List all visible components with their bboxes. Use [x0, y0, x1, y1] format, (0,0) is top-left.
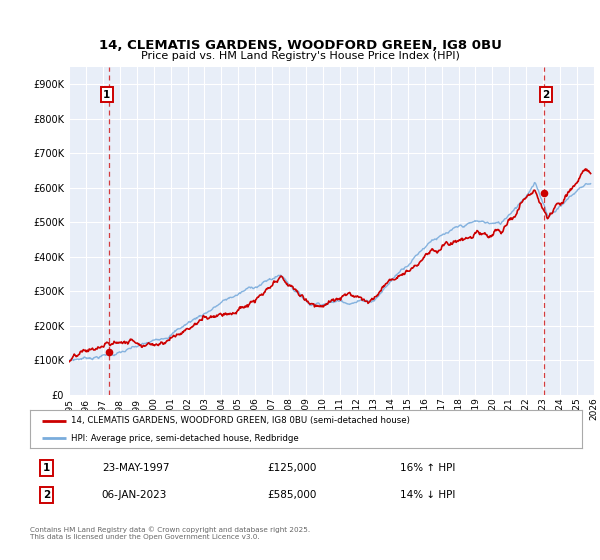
Text: Contains HM Land Registry data © Crown copyright and database right 2025.
This d: Contains HM Land Registry data © Crown c…	[30, 526, 310, 540]
Text: 23-MAY-1997: 23-MAY-1997	[102, 463, 169, 473]
Text: £125,000: £125,000	[268, 463, 317, 473]
Text: 06-JAN-2023: 06-JAN-2023	[102, 490, 167, 500]
Text: HPI: Average price, semi-detached house, Redbridge: HPI: Average price, semi-detached house,…	[71, 433, 299, 442]
Text: 1: 1	[43, 463, 50, 473]
Text: £585,000: £585,000	[268, 490, 317, 500]
Text: Price paid vs. HM Land Registry's House Price Index (HPI): Price paid vs. HM Land Registry's House …	[140, 51, 460, 61]
Text: 14, CLEMATIS GARDENS, WOODFORD GREEN, IG8 0BU (semi-detached house): 14, CLEMATIS GARDENS, WOODFORD GREEN, IG…	[71, 416, 410, 425]
Text: 16% ↑ HPI: 16% ↑ HPI	[400, 463, 455, 473]
Text: 14, CLEMATIS GARDENS, WOODFORD GREEN, IG8 0BU: 14, CLEMATIS GARDENS, WOODFORD GREEN, IG…	[98, 39, 502, 53]
Text: 1: 1	[103, 90, 110, 100]
Text: 2: 2	[542, 90, 550, 100]
Text: 14% ↓ HPI: 14% ↓ HPI	[400, 490, 455, 500]
Text: 2: 2	[43, 490, 50, 500]
